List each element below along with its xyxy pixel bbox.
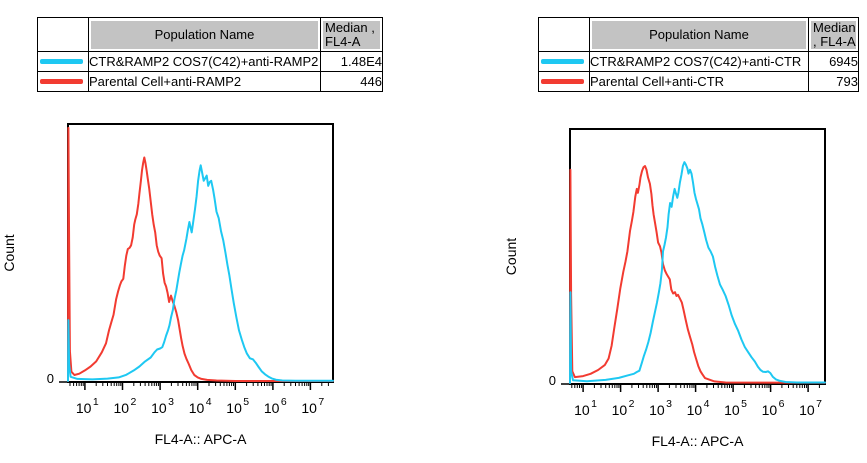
- x-tick-label-exponent: 3: [666, 398, 672, 410]
- median-header-cell: Median , FL4-A: [320, 17, 383, 52]
- x-tick-label-exponent: 4: [206, 396, 212, 408]
- table-row: CTR&RAMP2 COS7(C42)+anti-RAMP2 1.48E4: [37, 51, 383, 72]
- x-tick-label-base: 10: [687, 402, 703, 418]
- x-tick-label-base: 10: [264, 400, 280, 416]
- x-tick-label-base: 10: [762, 402, 778, 418]
- median-header: Median , FL4-A: [323, 19, 380, 49]
- legend-header-row: Population Name Median , FL4-A: [37, 17, 383, 52]
- y-axis-title: Count: [1, 234, 17, 271]
- x-axis-title: FL4-A:: APC-A: [155, 431, 247, 447]
- histogram-curve: [569, 161, 826, 384]
- y-axis-title: Count: [503, 238, 519, 275]
- x-tick-label-exponent: 7: [816, 398, 822, 410]
- x-tick-label-exponent: 3: [168, 396, 174, 408]
- x-tick-label-base: 10: [189, 400, 205, 416]
- population-name-header: Population Name: [91, 20, 318, 49]
- x-tick-label-base: 10: [724, 402, 740, 418]
- legend-header-row: Population Name Median , FL4-A: [538, 17, 859, 52]
- y-zero-label: 0: [47, 371, 54, 386]
- x-tick-label-base: 10: [649, 402, 665, 418]
- y-zero-label: 0: [549, 373, 556, 388]
- legend-table-right: Population Name Median , FL4-A CTR&RAMP2…: [538, 17, 859, 92]
- median-header-line1: Median ,: [325, 19, 375, 35]
- median-value: 793: [808, 71, 859, 92]
- population-name: Parental Cell+anti-CTR: [589, 71, 809, 92]
- x-tick-label-base: 10: [114, 400, 130, 416]
- median-header-line2: , FL4-A: [813, 33, 856, 49]
- histogram-curve: [67, 164, 334, 382]
- red-series-swatch: [541, 79, 584, 84]
- blue-series-swatch: [541, 59, 584, 64]
- table-row: Parental Cell+anti-CTR 793: [538, 71, 859, 92]
- x-tick-label-base: 10: [574, 402, 590, 418]
- x-tick-label-exponent: 1: [591, 398, 597, 410]
- red-series-swatch: [40, 79, 83, 84]
- population-name: Parental Cell+anti-RAMP2: [88, 71, 321, 92]
- x-tick-label-exponent: 2: [629, 398, 635, 410]
- x-tick-label-exponent: 6: [779, 398, 785, 410]
- x-tick-label-exponent: 4: [704, 398, 710, 410]
- population-name-header: Population Name: [592, 20, 806, 49]
- legend-table-left: Population Name Median , FL4-A CTR&RAMP2…: [37, 17, 383, 92]
- median-header-cell: Median , FL4-A: [808, 17, 859, 52]
- median-value: 1.48E4: [320, 51, 383, 72]
- x-tick-label-exponent: 5: [243, 396, 249, 408]
- median-header-line1: Median: [813, 19, 856, 35]
- population-name: CTR&RAMP2 COS7(C42)+anti-RAMP2: [88, 51, 321, 72]
- x-tick-label-base: 10: [151, 400, 167, 416]
- x-tick-label-base: 10: [799, 402, 815, 418]
- median-header-line2: FL4-A: [325, 33, 361, 49]
- x-tick-label-base: 10: [226, 400, 242, 416]
- median-value: 446: [320, 71, 383, 92]
- x-tick-label-base: 10: [612, 402, 628, 418]
- x-tick-label-exponent: 5: [741, 398, 747, 410]
- histogram-curve: [67, 126, 334, 382]
- x-tick-label-exponent: 1: [93, 396, 99, 408]
- table-row: Parental Cell+anti-RAMP2 446: [37, 71, 383, 92]
- x-tick-label-base: 10: [76, 400, 92, 416]
- blue-series-swatch: [40, 59, 83, 64]
- plot-frame: [67, 123, 334, 383]
- x-tick-label-exponent: 2: [131, 396, 137, 408]
- histogram-curve: [569, 165, 826, 384]
- x-tick-label-base: 10: [301, 400, 317, 416]
- swatch-header-cell: [37, 17, 89, 52]
- median-header: Median , FL4-A: [811, 19, 856, 49]
- plot-frame: [569, 128, 826, 385]
- x-tick-label-exponent: 7: [318, 396, 324, 408]
- swatch-cell: [538, 71, 590, 92]
- population-name-header-cell: Population Name: [88, 17, 321, 52]
- x-axis-title: FL4-A:: APC-A: [652, 433, 744, 449]
- x-tick-label-exponent: 6: [281, 396, 287, 408]
